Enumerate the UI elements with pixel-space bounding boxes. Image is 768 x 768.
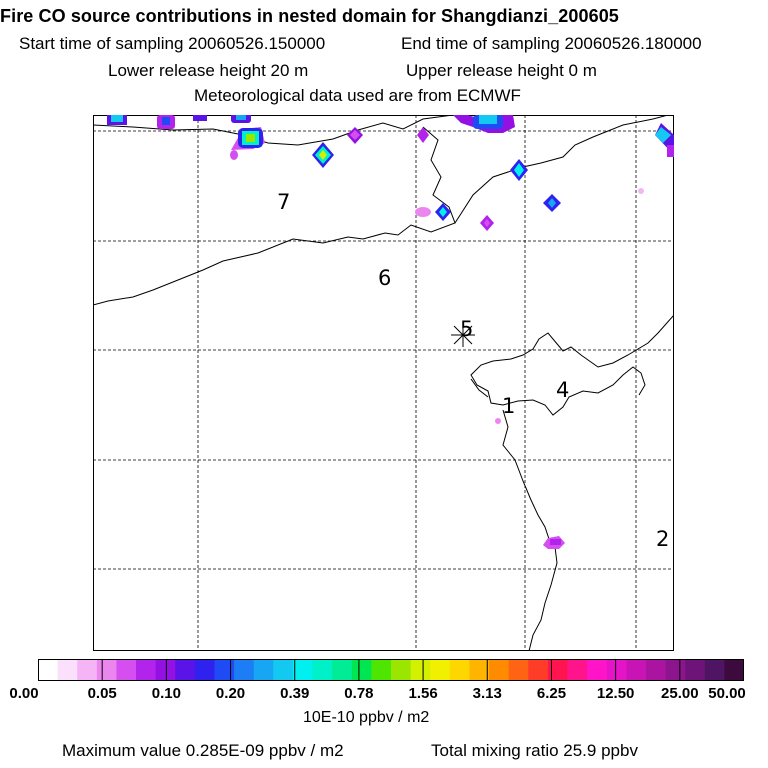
- blob-sea-4: [480, 215, 494, 231]
- blob-sea-3: [543, 194, 561, 212]
- colorbar-cell: [136, 659, 157, 681]
- map-title: Fire CO source contributions in nested d…: [0, 6, 619, 26]
- colorbar-cell: [410, 659, 431, 681]
- colorbar-cell: [528, 659, 549, 681]
- colorbar-cell: [430, 659, 451, 681]
- colorbar-tick-label: 0.05: [87, 685, 117, 702]
- colorbar-tick-label: 0.39: [280, 685, 310, 702]
- blob-north-1: [157, 115, 175, 129]
- concentration-fields: [107, 115, 674, 549]
- colorbar-cell: [332, 659, 353, 681]
- max-value-label: Maximum value 0.285E-09 ppbv / m2: [62, 741, 344, 760]
- coastline-northeast: [454, 115, 669, 224]
- colorbar-cell: [391, 659, 412, 681]
- blob-north-2: [193, 115, 251, 123]
- colorbar-cell: [449, 659, 471, 681]
- colorbar-tick-label: 0.20: [215, 685, 246, 702]
- blob-sea-2: [510, 159, 528, 181]
- region-label-7: 7: [277, 190, 290, 214]
- colorbar-cell: [685, 659, 706, 681]
- start-time-label: Start time of sampling 20060526.150000: [19, 34, 326, 53]
- colorbar-cell: [606, 659, 627, 681]
- map-frame: [93, 115, 674, 651]
- region-label-6: 6: [378, 266, 391, 290]
- colorbar-cell: [155, 659, 176, 681]
- blob-small-dots: [417, 127, 644, 424]
- colorbar-border: [38, 659, 744, 681]
- colorbar-tick-label: 6.25: [536, 685, 567, 702]
- region-label-4: 4: [556, 378, 569, 402]
- blob-south: [543, 536, 565, 549]
- colorbar-tick-label: 50.00: [708, 685, 746, 702]
- colorbar-cell: [665, 659, 686, 681]
- gridlines: [93, 115, 674, 651]
- blob-north-3: [230, 127, 265, 160]
- colorbar-cell: [351, 659, 372, 681]
- colorbar-tick-label: 3.13: [472, 685, 502, 702]
- colorbar-cell: [38, 659, 59, 681]
- colorbar-cell: [489, 659, 510, 681]
- colorbar-cell: [312, 659, 333, 681]
- colorbar-tick-label: 0.10: [151, 685, 181, 702]
- total-mixing-ratio-label: Total mixing ratio 25.9 ppbv: [431, 741, 638, 760]
- colorbar-cell: [214, 659, 235, 681]
- region-label-2: 2: [656, 527, 669, 551]
- colorbar-cell: [57, 659, 78, 681]
- colorbar-tick-label: 12.50: [596, 685, 635, 702]
- colorbar-cell: [508, 659, 529, 681]
- colorbar-cell: [587, 659, 608, 681]
- blob-north-5: [347, 127, 363, 144]
- colorbar-cell: [469, 659, 490, 681]
- coastline-bohai: [93, 126, 456, 306]
- region-labels: 7 6 5 4 1 2: [277, 190, 669, 551]
- colorbar-tick-marks: [101, 659, 681, 681]
- upper-release-label: Upper release height 0 m: [406, 61, 597, 80]
- colorbar-cell: [626, 659, 647, 681]
- colorbar-cell: [547, 659, 569, 681]
- met-data-label: Meteorological data used are from ECMWF: [194, 86, 521, 105]
- colorbar-cells: [38, 659, 744, 681]
- colorbar-tick-label: 0.00: [9, 685, 39, 702]
- colorbar-cell: [234, 659, 255, 681]
- blob-northeast-edge: [655, 123, 674, 157]
- colorbar-cell: [292, 659, 314, 681]
- end-time-label: End time of sampling 20060526.180000: [401, 34, 702, 53]
- colorbar-tick-label: 25.00: [661, 685, 699, 702]
- lower-release-label: Lower release height 20 m: [108, 61, 309, 80]
- colorbar-tick-label: 1.56: [408, 685, 438, 702]
- colorbar-cell: [567, 659, 588, 681]
- region-label-5: 5: [460, 317, 473, 341]
- colorbar-cell: [371, 659, 392, 681]
- coastline-south: [502, 409, 558, 651]
- coastline-liaodong: [470, 314, 674, 416]
- coastlines: [93, 115, 674, 651]
- colorbar-cell: [96, 659, 118, 681]
- blob-north-4: [312, 142, 334, 168]
- colorbar-cell: [77, 659, 98, 681]
- colorbar-cell: [194, 659, 216, 681]
- colorbar-cell: [724, 659, 744, 681]
- blob-top-left: [107, 115, 127, 125]
- colorbar-cell: [253, 659, 274, 681]
- station-marker-icon: [451, 323, 475, 347]
- blob-north-6: [453, 115, 515, 133]
- blob-sea-1: [415, 203, 451, 221]
- coastline-north: [93, 115, 454, 146]
- region-label-1: 1: [502, 394, 515, 418]
- colorbar: [38, 659, 744, 681]
- coastline-islet: [470, 378, 489, 398]
- map-panel: 7 6 5 4 1 2: [93, 115, 674, 651]
- colorbar-cell: [175, 659, 196, 681]
- colorbar-cell: [116, 659, 137, 681]
- colorbar-cell: [645, 659, 667, 681]
- colorbar-cell: [273, 659, 294, 681]
- colorbar-unit-label: 10E-10 ppbv / m2: [303, 709, 430, 726]
- colorbar-cell: [704, 659, 725, 681]
- colorbar-tick-label: 0.78: [344, 685, 374, 702]
